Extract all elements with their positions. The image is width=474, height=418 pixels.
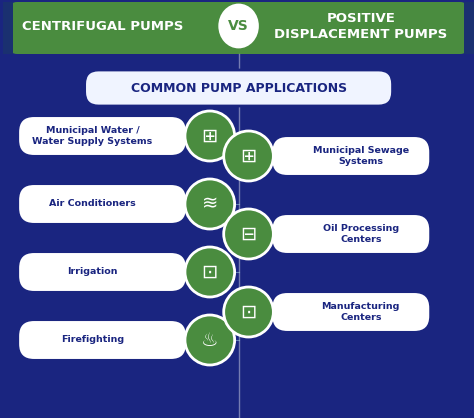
Text: POSITIVE
DISPLACEMENT PUMPS: POSITIVE DISPLACEMENT PUMPS: [274, 12, 447, 41]
Circle shape: [185, 111, 235, 161]
FancyBboxPatch shape: [18, 116, 187, 156]
Text: Irrigation: Irrigation: [67, 268, 118, 276]
Bar: [3, 2, 13, 54]
FancyBboxPatch shape: [9, 2, 468, 54]
FancyBboxPatch shape: [85, 70, 392, 106]
Text: COMMON PUMP APPLICATIONS: COMMON PUMP APPLICATIONS: [130, 82, 346, 94]
Text: ⊞: ⊞: [240, 146, 257, 166]
Text: ⊞: ⊞: [201, 127, 218, 145]
Text: VS: VS: [228, 19, 249, 33]
Ellipse shape: [220, 5, 257, 47]
FancyBboxPatch shape: [18, 252, 187, 292]
FancyBboxPatch shape: [272, 136, 430, 176]
FancyBboxPatch shape: [18, 320, 187, 360]
FancyBboxPatch shape: [272, 292, 430, 332]
FancyBboxPatch shape: [272, 214, 430, 254]
FancyBboxPatch shape: [18, 184, 187, 224]
Text: Municipal Water /
Water Supply Systems: Municipal Water / Water Supply Systems: [32, 126, 153, 146]
Circle shape: [185, 179, 235, 229]
Circle shape: [224, 287, 273, 337]
Text: ♨: ♨: [201, 331, 219, 349]
Circle shape: [224, 131, 273, 181]
Text: Municipal Sewage
Systems: Municipal Sewage Systems: [313, 146, 409, 166]
Text: Oil Processing
Centers: Oil Processing Centers: [323, 224, 399, 244]
Circle shape: [224, 209, 273, 259]
Text: ⊡: ⊡: [240, 303, 257, 321]
Circle shape: [185, 247, 235, 297]
Text: ⊡: ⊡: [201, 263, 218, 281]
Text: Air Conditioners: Air Conditioners: [49, 199, 136, 209]
Text: ≋: ≋: [201, 194, 218, 214]
Circle shape: [185, 315, 235, 365]
Text: CENTRIFUGAL PUMPS: CENTRIFUGAL PUMPS: [22, 20, 183, 33]
Text: ⊟: ⊟: [240, 224, 257, 244]
Bar: [464, 2, 474, 54]
Text: Manufacturing
Centers: Manufacturing Centers: [321, 302, 400, 322]
Text: Firefighting: Firefighting: [61, 336, 124, 344]
